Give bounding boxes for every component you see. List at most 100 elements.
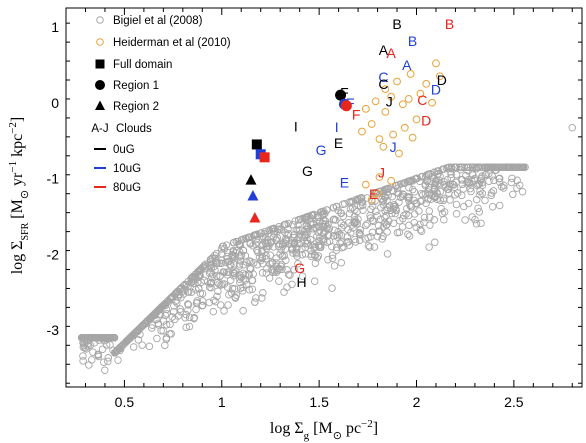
region1-marker bbox=[340, 100, 352, 112]
bigiel-point bbox=[322, 206, 331, 214]
cloud-label-g: G bbox=[302, 163, 313, 179]
bigiel-point bbox=[478, 172, 486, 180]
bigiel-point bbox=[281, 235, 290, 243]
bigiel-point bbox=[430, 168, 439, 177]
heiderman-point bbox=[367, 120, 376, 128]
bigiel-point bbox=[518, 187, 527, 196]
plot-frame bbox=[65, 7, 583, 388]
bigiel-point bbox=[403, 204, 411, 213]
bigiel-point bbox=[416, 220, 424, 229]
bigiel-point bbox=[291, 217, 299, 225]
bigiel-point bbox=[317, 243, 325, 252]
bigiel-point bbox=[452, 200, 461, 209]
bigiel-point bbox=[236, 241, 245, 249]
bigiel-point bbox=[405, 232, 414, 240]
bigiel-point bbox=[208, 254, 217, 262]
heiderman-point bbox=[412, 115, 421, 124]
legend-heiderman-label: Heiderman et al (2010) bbox=[113, 37, 231, 49]
bigiel-point bbox=[328, 284, 336, 292]
bigiel-point bbox=[182, 323, 190, 332]
bigiel-point bbox=[270, 227, 278, 236]
bigiel-point bbox=[239, 307, 247, 315]
bigiel-point bbox=[499, 184, 508, 192]
bigiel-point bbox=[242, 280, 251, 289]
bigiel-point bbox=[314, 242, 323, 250]
bigiel-point bbox=[355, 228, 364, 237]
cloud-label-g: G bbox=[316, 142, 327, 158]
bigiel-point bbox=[117, 343, 125, 351]
heiderman-point bbox=[371, 97, 380, 106]
full-domain-marker bbox=[259, 152, 270, 163]
bigiel-point bbox=[189, 277, 198, 285]
bigiel-point bbox=[500, 181, 508, 190]
bigiel-point bbox=[220, 307, 228, 315]
bigiel-point bbox=[351, 235, 359, 244]
bigiel-point bbox=[463, 163, 471, 171]
bigiel-point bbox=[495, 163, 503, 171]
bigiel-point bbox=[350, 218, 358, 227]
bigiel-point bbox=[445, 189, 453, 197]
bigiel-point bbox=[280, 220, 289, 229]
heiderman-point bbox=[406, 70, 415, 78]
bigiel-point bbox=[405, 196, 413, 205]
bigiel-point bbox=[290, 265, 298, 274]
bigiel-point bbox=[188, 273, 196, 282]
bigiel-point bbox=[369, 217, 378, 226]
bigiel-point bbox=[159, 326, 167, 335]
region2-marker bbox=[247, 189, 259, 201]
cloud-label-d: D bbox=[421, 112, 431, 128]
bigiel-point bbox=[319, 222, 328, 231]
bigiel-point bbox=[248, 276, 256, 285]
bigiel-point bbox=[311, 259, 320, 267]
bigiel-point bbox=[122, 338, 130, 346]
bigiel-point bbox=[235, 240, 244, 249]
bigiel-point bbox=[112, 347, 121, 355]
bigiel-point bbox=[343, 238, 351, 246]
bigiel-point bbox=[462, 172, 470, 180]
bigiel-point bbox=[216, 272, 224, 281]
bigiel-point bbox=[311, 243, 319, 251]
bigiel-point bbox=[487, 163, 496, 171]
bigiel-point bbox=[515, 181, 524, 189]
bigiel-point bbox=[268, 259, 276, 267]
bigiel-point bbox=[236, 257, 245, 265]
bigiel-point bbox=[213, 278, 222, 287]
bigiel-point bbox=[399, 214, 407, 223]
bigiel-point bbox=[195, 266, 204, 275]
region2-marker bbox=[249, 211, 261, 223]
bigiel-point bbox=[155, 310, 163, 319]
bigiel-point bbox=[134, 327, 142, 336]
bigiel-point bbox=[244, 270, 253, 278]
bigiel-point bbox=[313, 254, 322, 262]
bigiel-point bbox=[426, 221, 434, 229]
bigiel-point bbox=[163, 297, 172, 306]
bigiel-point bbox=[166, 295, 174, 303]
bigiel-point bbox=[240, 275, 248, 283]
bigiel-point bbox=[500, 163, 509, 171]
bigiel-point bbox=[394, 189, 403, 197]
legend-region1-label: Region 1 bbox=[113, 80, 159, 92]
bigiel-point bbox=[174, 293, 182, 301]
bigiel-point bbox=[258, 294, 266, 302]
bigiel-point bbox=[261, 232, 270, 241]
bigiel-point bbox=[171, 315, 179, 324]
bigiel-point bbox=[508, 163, 517, 171]
bigiel-point bbox=[362, 221, 370, 230]
legend-heiderman-marker bbox=[96, 38, 104, 46]
bigiel-point bbox=[223, 271, 232, 279]
legend-region2-marker bbox=[95, 100, 105, 110]
cloud-label-b: B bbox=[392, 16, 401, 32]
bigiel-point bbox=[447, 164, 456, 173]
bigiel-point bbox=[372, 207, 380, 216]
heiderman-point bbox=[404, 95, 413, 103]
bigiel-point bbox=[439, 165, 447, 174]
bigiel-point bbox=[216, 301, 225, 309]
bigiel-point bbox=[359, 206, 367, 214]
cloud-label-a: A bbox=[379, 42, 389, 58]
heiderman-point bbox=[389, 130, 398, 139]
bigiel-point bbox=[364, 233, 372, 242]
bigiel-point bbox=[395, 198, 403, 206]
bigiel-point bbox=[365, 243, 374, 251]
heiderman-point bbox=[435, 72, 444, 81]
bigiel-point bbox=[148, 312, 157, 320]
